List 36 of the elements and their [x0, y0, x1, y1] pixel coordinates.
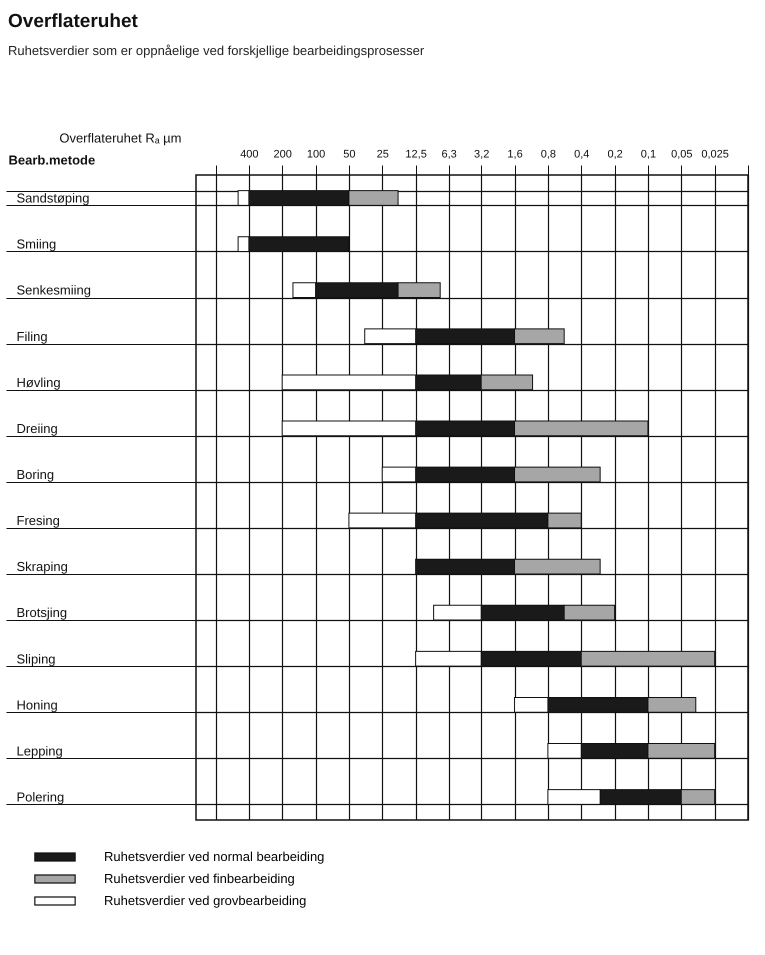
x-tick-label: 100 — [306, 148, 326, 160]
x-axis-title: Overflateruhet Rₐ µm — [59, 130, 182, 146]
y-tick-label: Skraping — [16, 559, 68, 574]
x-tick-label: 6,3 — [441, 148, 457, 160]
x-tick-label: 1,6 — [507, 148, 523, 160]
y-tick-label: Filing — [16, 328, 48, 344]
x-tick-label: 200 — [274, 148, 292, 160]
x-tick-label: 0,2 — [607, 148, 623, 160]
y-tick-label: Senkesmiing — [16, 282, 91, 298]
x-tick-label: 0,05 — [671, 148, 693, 160]
legend-label: Ruhetsverdier ved normal bearbeiding — [104, 849, 324, 864]
y-tick-label: Smiing — [16, 236, 56, 252]
x-tick-label: 400 — [240, 148, 259, 160]
x-tick-label: 3,2 — [474, 148, 490, 160]
y-tick-label: Polering — [16, 789, 64, 804]
x-tick-label: 0,8 — [540, 148, 556, 160]
y-tick-label: Boring — [16, 466, 54, 482]
y-tick-label: Lepping — [16, 743, 63, 758]
x-tick-label: 0,4 — [574, 148, 590, 160]
y-axis-title: Bearb.metode — [8, 152, 96, 168]
y-tick-label: Høvling — [16, 374, 61, 390]
y-tick-label: Dreiing — [16, 420, 58, 436]
x-tick-label: 0,025 — [701, 148, 729, 160]
chart-title: Overflateruhet — [8, 11, 139, 32]
y-tick-label: Sandstøping — [16, 190, 90, 206]
chart-subtitle: Ruhetsverdier som er oppnåelige ved forskjellige bearbeidingsprosesser — [8, 43, 425, 58]
y-tick-label: Brotsjing — [16, 605, 68, 620]
y-tick-label: Honing — [16, 697, 58, 712]
x-tick-label: 0,1 — [640, 148, 656, 160]
x-tick-label: 25 — [376, 148, 389, 160]
x-tick-label: 50 — [343, 148, 356, 160]
x-tick-label: 12,5 — [405, 148, 427, 160]
y-tick-label: Fresing — [16, 513, 60, 528]
legend-label: Ruhetsverdier ved finbearbeiding — [104, 871, 295, 886]
y-tick-label: Sliping — [16, 651, 56, 666]
legend-label: Ruhetsverdier ved grovbearbeiding — [104, 893, 306, 908]
